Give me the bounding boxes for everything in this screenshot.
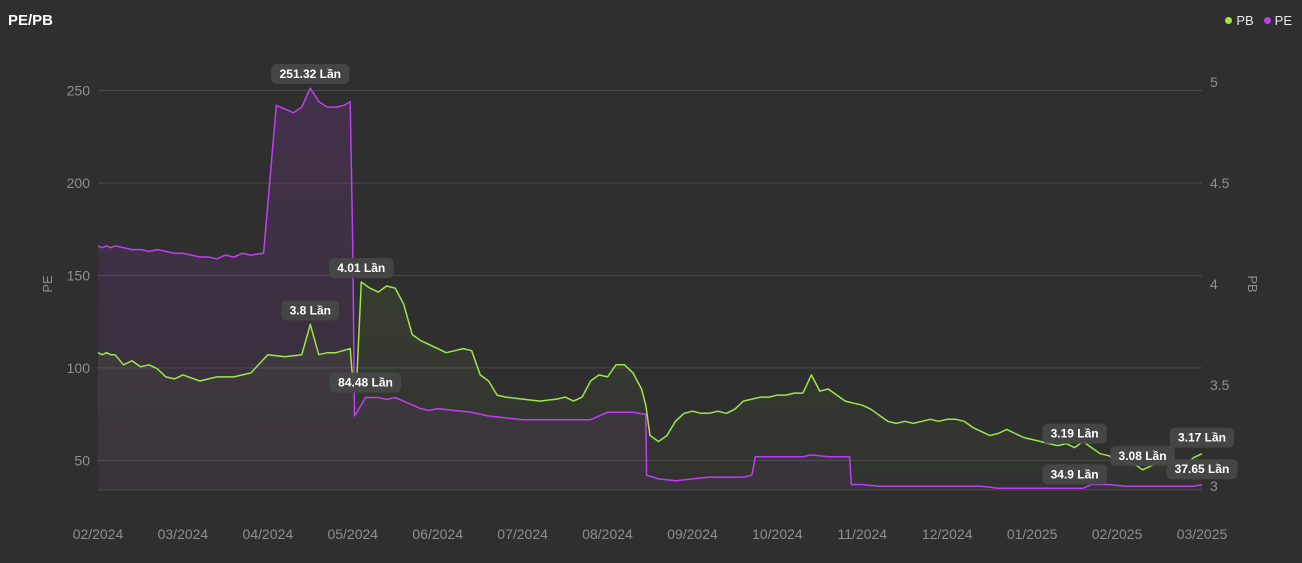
annotation-label: 3.08 Lần (1119, 449, 1167, 463)
pb-series-line[interactable] (97, 281, 1203, 471)
pb-series-area (98, 282, 1202, 490)
annotation-label-bg (1042, 423, 1107, 444)
chart-title: PE/PB (8, 12, 54, 29)
pb-legend-dot-icon (1225, 17, 1233, 24)
y-left-tick-label: 50 (74, 452, 90, 468)
y-right-axis-title: PB (1245, 275, 1260, 292)
x-tick-label: 11/2024 (838, 526, 888, 542)
y-right-tick-label: 5 (1210, 74, 1218, 90)
annotation-label-bg (1110, 445, 1175, 466)
legend-item-pb[interactable]: PB (1225, 13, 1254, 28)
x-tick-label: 05/2024 (327, 526, 378, 542)
x-tick-label: 02/2024 (73, 526, 124, 542)
annotation-label-bg (1169, 427, 1235, 448)
x-tick-label: 12/2024 (922, 526, 973, 542)
x-tick-label: 04/2024 (243, 526, 294, 542)
x-tick-label: 09/2024 (667, 526, 718, 542)
annotation-label-bg (1042, 464, 1107, 485)
annotation-label-bg (329, 258, 394, 279)
legend-label-pe: PE (1274, 13, 1292, 28)
annotation-label: 37.65 Lần (1175, 462, 1230, 476)
x-tick-label: 10/2024 (752, 526, 803, 542)
y-right-tick-label: 4.5 (1210, 175, 1230, 191)
y-left-tick-label: 100 (67, 360, 91, 376)
x-tick-label: 03/2025 (1177, 526, 1228, 542)
x-tick-label: 01/2025 (1007, 526, 1058, 542)
x-tick-label: 07/2024 (497, 526, 548, 542)
legend-item-pe[interactable]: PE (1263, 13, 1292, 28)
y-left-tick-label: 200 (67, 175, 91, 191)
x-tick-label: 06/2024 (412, 526, 463, 542)
annotation-label-bg (281, 300, 340, 321)
annotation-label: 4.01 Lần (337, 261, 385, 275)
y-right-tick-label: 3.5 (1210, 377, 1230, 393)
annotation-label: 3.19 Lần (1051, 427, 1099, 441)
annotation-label: 3.17 Lần (1178, 431, 1226, 445)
annotation-label: 34.9 Lần (1051, 467, 1099, 481)
annotation-label-bg (271, 64, 350, 85)
pe-series-line[interactable] (97, 87, 1203, 489)
pe-legend-dot-icon (1263, 17, 1271, 24)
x-tick-label: 02/2025 (1092, 526, 1143, 542)
y-right-tick-label: 4 (1210, 276, 1218, 292)
y-left-tick-label: 250 (67, 82, 91, 98)
annotation-label: 84.48 Lần (338, 376, 393, 390)
annotation-label: 251.32 Lần (280, 67, 341, 81)
x-tick-label: 08/2024 (582, 526, 633, 542)
legend: PB PE (1225, 13, 1292, 28)
annotation-label-bg (329, 372, 402, 393)
annotation-label-bg (1166, 459, 1238, 480)
legend-label-pb: PB (1236, 13, 1254, 28)
y-left-tick-label: 150 (67, 267, 91, 283)
y-right-tick-label: 3 (1210, 478, 1218, 494)
x-tick-label: 03/2024 (158, 526, 209, 542)
y-left-axis-title: PE (40, 275, 55, 293)
annotation-label: 3.8 Lần (290, 303, 331, 317)
